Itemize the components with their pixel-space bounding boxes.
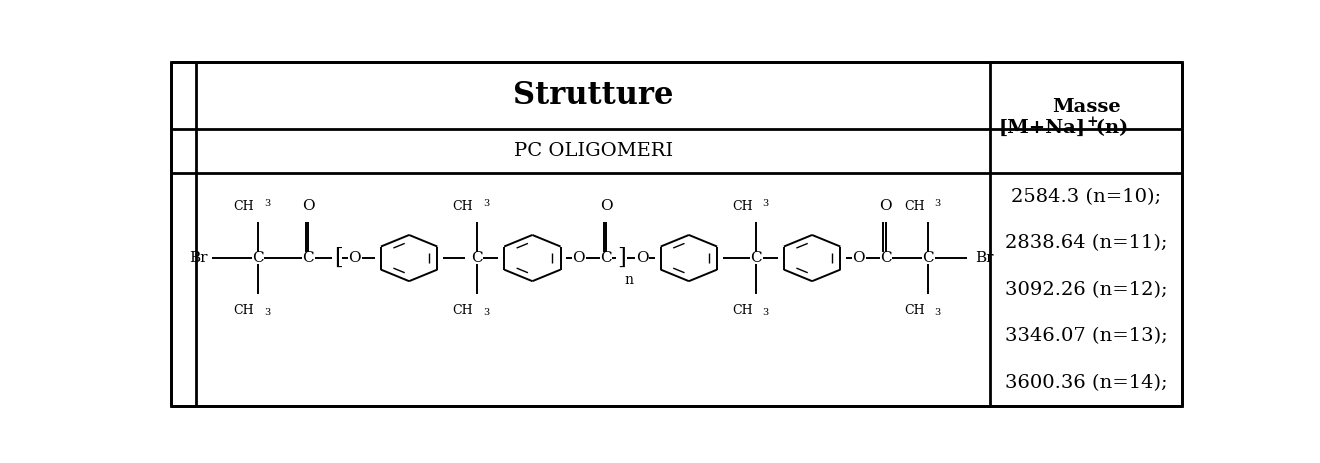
Text: O: O: [573, 251, 585, 265]
Text: 3: 3: [483, 308, 488, 317]
Text: [M+Na]: [M+Na]: [999, 119, 1086, 138]
Text: Masse: Masse: [1052, 98, 1121, 116]
Text: 3: 3: [763, 308, 768, 317]
Text: C: C: [471, 251, 482, 265]
Text: PC OLIGOMERI: PC OLIGOMERI: [513, 142, 673, 160]
Text: 3600.36 (n=14);: 3600.36 (n=14);: [1005, 374, 1167, 392]
Text: C: C: [751, 251, 762, 265]
Text: (n): (n): [1089, 119, 1129, 138]
Text: O: O: [853, 251, 865, 265]
Text: 3346.07 (n=13);: 3346.07 (n=13);: [1005, 327, 1167, 345]
Text: O: O: [879, 199, 892, 213]
Text: ]: ]: [618, 247, 627, 269]
Text: C: C: [302, 251, 314, 265]
Text: Strutture: Strutture: [513, 80, 673, 111]
Text: 2838.64 (n=11);: 2838.64 (n=11);: [1005, 234, 1167, 252]
Text: C: C: [601, 251, 611, 265]
Text: C: C: [252, 251, 264, 265]
Text: +: +: [1086, 115, 1098, 129]
Text: 3: 3: [264, 199, 271, 208]
Text: 3: 3: [935, 199, 941, 208]
Text: CH: CH: [731, 200, 752, 213]
Text: C: C: [923, 251, 935, 265]
Text: 3: 3: [483, 199, 488, 208]
Text: CH: CH: [451, 304, 473, 317]
Text: O: O: [636, 251, 648, 265]
Text: CH: CH: [731, 304, 752, 317]
Text: CH: CH: [904, 304, 924, 317]
Text: O: O: [302, 199, 314, 213]
Text: n: n: [624, 273, 634, 287]
Text: [: [: [334, 247, 343, 269]
Text: C: C: [880, 251, 891, 265]
Text: Br: Br: [189, 251, 207, 265]
Text: 2584.3 (n=10);: 2584.3 (n=10);: [1011, 188, 1162, 206]
Text: 3092.26 (n=12);: 3092.26 (n=12);: [1005, 281, 1167, 299]
Text: O: O: [348, 251, 362, 265]
Text: CH: CH: [451, 200, 473, 213]
Text: CH: CH: [904, 200, 924, 213]
Text: 3: 3: [264, 308, 271, 317]
Text: Br: Br: [975, 251, 994, 265]
Text: 3: 3: [763, 199, 768, 208]
Text: CH: CH: [234, 200, 255, 213]
Text: CH: CH: [234, 304, 255, 317]
Text: O: O: [599, 199, 612, 213]
Text: 3: 3: [935, 308, 941, 317]
